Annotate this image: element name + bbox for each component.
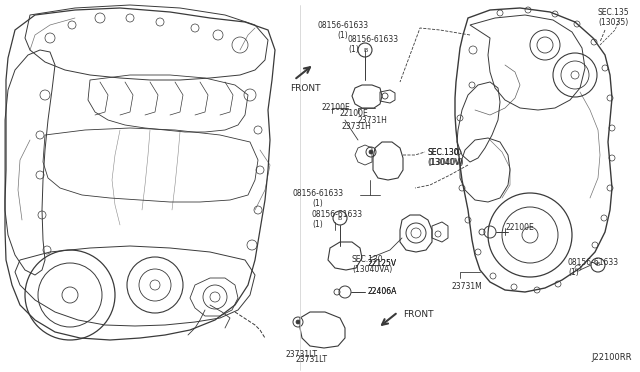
Text: 22125V: 22125V <box>367 259 396 267</box>
Text: 22100E: 22100E <box>505 224 534 232</box>
Text: 08156-61633
(1): 08156-61633 (1) <box>348 35 399 54</box>
Text: FRONT: FRONT <box>290 84 321 93</box>
Text: SEC.130
(13040V): SEC.130 (13040V) <box>428 148 463 167</box>
Circle shape <box>296 320 300 324</box>
Text: 22406A: 22406A <box>367 288 396 296</box>
Text: FRONT: FRONT <box>403 310 433 319</box>
Text: B: B <box>596 263 600 267</box>
Text: 23731LT: 23731LT <box>286 350 318 359</box>
Text: SEC.130
(13040VA): SEC.130 (13040VA) <box>352 255 392 275</box>
Text: 08156-61633
(1): 08156-61633 (1) <box>292 189 344 208</box>
Text: B: B <box>338 215 342 221</box>
Text: 22125V: 22125V <box>367 259 396 267</box>
Text: 22100E: 22100E <box>322 103 351 112</box>
Text: 08156-61633
(1): 08156-61633 (1) <box>312 210 363 230</box>
Text: 08156-61633
(1): 08156-61633 (1) <box>568 258 619 278</box>
Text: 23731H: 23731H <box>342 122 372 131</box>
Text: 22100E: 22100E <box>340 109 369 118</box>
Text: B: B <box>363 48 367 52</box>
Text: SEC.130
(13040V): SEC.130 (13040V) <box>427 148 463 167</box>
Text: J22100RR: J22100RR <box>591 353 632 362</box>
Text: 23731H: 23731H <box>358 116 388 125</box>
Text: 23731LT: 23731LT <box>296 355 328 364</box>
Text: SEC.135
(13035): SEC.135 (13035) <box>598 8 630 28</box>
Circle shape <box>369 150 373 154</box>
Text: 22406A: 22406A <box>367 288 396 296</box>
Text: 23731M: 23731M <box>452 282 483 291</box>
Text: 08156-61633
(1): 08156-61633 (1) <box>317 20 369 40</box>
